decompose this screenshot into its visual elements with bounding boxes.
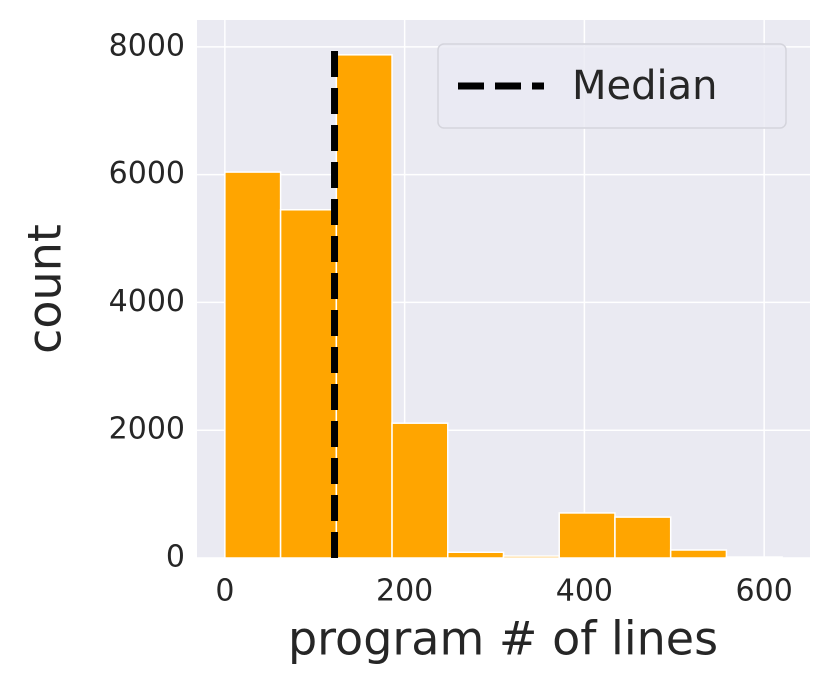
bar bbox=[224, 171, 282, 559]
bar bbox=[669, 549, 728, 559]
bar bbox=[335, 54, 393, 559]
y-tick-label: 2000 bbox=[109, 412, 185, 447]
x-tick-label: 200 bbox=[376, 574, 433, 609]
bar bbox=[502, 555, 560, 559]
legend-box bbox=[437, 43, 787, 129]
y-tick-label: 0 bbox=[166, 540, 185, 575]
bar bbox=[447, 551, 505, 559]
x-axis-label: program # of lines bbox=[288, 612, 718, 666]
bar bbox=[279, 209, 338, 559]
x-tick-label: 400 bbox=[556, 574, 613, 609]
bar bbox=[558, 512, 616, 559]
bar bbox=[391, 422, 449, 559]
x-tick-label: 600 bbox=[736, 574, 793, 609]
bar bbox=[725, 556, 783, 559]
x-tick-label: 0 bbox=[215, 574, 234, 609]
y-tick-label: 4000 bbox=[109, 284, 185, 319]
bar bbox=[614, 516, 672, 559]
y-tick-label: 6000 bbox=[109, 156, 185, 191]
legend-label: Median bbox=[572, 63, 718, 109]
y-tick-label: 8000 bbox=[109, 28, 185, 63]
y-axis-label: count bbox=[18, 224, 72, 354]
